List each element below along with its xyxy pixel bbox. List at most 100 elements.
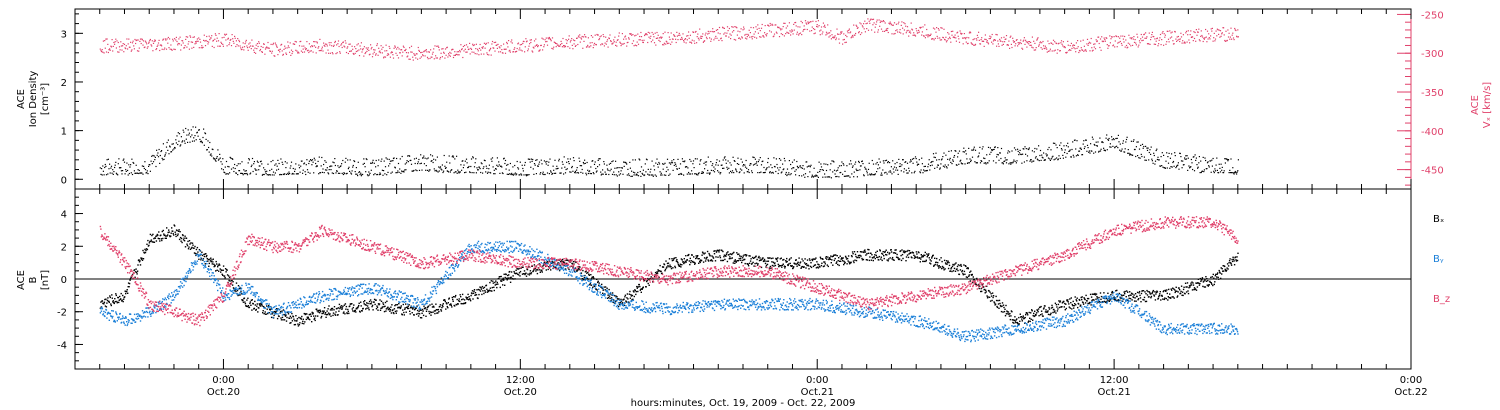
data-point [522,170,524,172]
data-point [386,174,388,176]
data-point [940,163,942,165]
data-point [1072,44,1074,46]
data-point [328,52,330,54]
data-point [468,296,470,298]
data-point [355,48,357,50]
data-point [169,38,171,40]
data-point [1176,40,1178,42]
data-point [196,38,198,40]
data-point [376,173,378,176]
data-point [534,268,537,270]
data-point [399,158,401,160]
data-point [311,311,313,314]
data-point [290,161,293,163]
data-point [394,310,397,313]
data-point [546,40,548,43]
data-point [463,302,465,304]
data-point [553,46,555,48]
data-point [575,261,577,264]
data-point [1204,157,1206,159]
data-point [985,163,987,165]
data-point [754,163,756,165]
data-point [1149,43,1151,45]
data-point [212,258,214,260]
data-point [656,158,658,160]
data-point [1218,163,1220,165]
data-point [599,36,601,38]
data-point [441,169,443,171]
data-point [1058,155,1060,157]
data-point [179,231,181,233]
data-point [739,168,742,170]
data-point [1113,139,1115,141]
data-point [1020,153,1022,155]
data-point [540,172,542,174]
data-point [454,54,456,56]
data-point [819,34,821,36]
data-point [542,171,544,173]
data-point [891,33,893,35]
top-left-label-line-1: ACE [16,89,27,109]
data-point [388,54,390,56]
data-point [370,48,372,50]
data-point [130,276,132,278]
data-point [111,297,113,299]
data-point [229,280,231,282]
data-point [1190,158,1192,161]
data-point [331,172,333,174]
data-point [143,167,145,169]
data-point [1104,149,1106,151]
data-point [184,45,186,47]
data-point [627,41,629,43]
data-point [686,173,688,175]
data-point [877,168,879,170]
data-point [1076,140,1078,142]
data-point [503,43,505,45]
data-point [243,46,246,48]
data-point [119,295,121,298]
data-point [868,162,870,164]
data-point [189,248,192,250]
data-point [1136,141,1138,143]
data-point [398,48,400,50]
data-point [664,162,666,164]
data-point [1119,40,1121,43]
data-point [1033,151,1035,153]
data-point [477,288,480,291]
data-point [587,37,589,39]
data-point [208,146,210,149]
data-point [151,45,153,47]
data-point [758,159,760,161]
data-point [664,268,667,271]
data-point [284,161,286,163]
data-point [546,44,549,46]
data-point [233,170,235,173]
data-point [410,51,412,53]
data-point [216,156,218,158]
data-point [1038,45,1040,47]
data-point [354,52,356,54]
data-point [796,31,798,33]
data-point [1147,147,1149,149]
data-point [407,161,409,163]
data-point [930,33,932,35]
data-point [658,276,660,279]
data-point [136,270,139,272]
data-point [1187,34,1189,36]
data-point [1018,154,1020,156]
data-point [960,32,962,34]
data-point [496,157,498,159]
data-point [1121,148,1123,150]
data-point [696,42,698,44]
data-point [253,307,255,310]
data-point [806,28,808,31]
data-point [1005,38,1007,40]
data-point [383,170,385,172]
data-point [583,40,585,42]
data-point [793,23,795,25]
data-point [1232,32,1234,34]
data-point [418,50,421,52]
data-point [1115,137,1117,140]
data-point [212,261,214,263]
data-point [907,172,909,174]
